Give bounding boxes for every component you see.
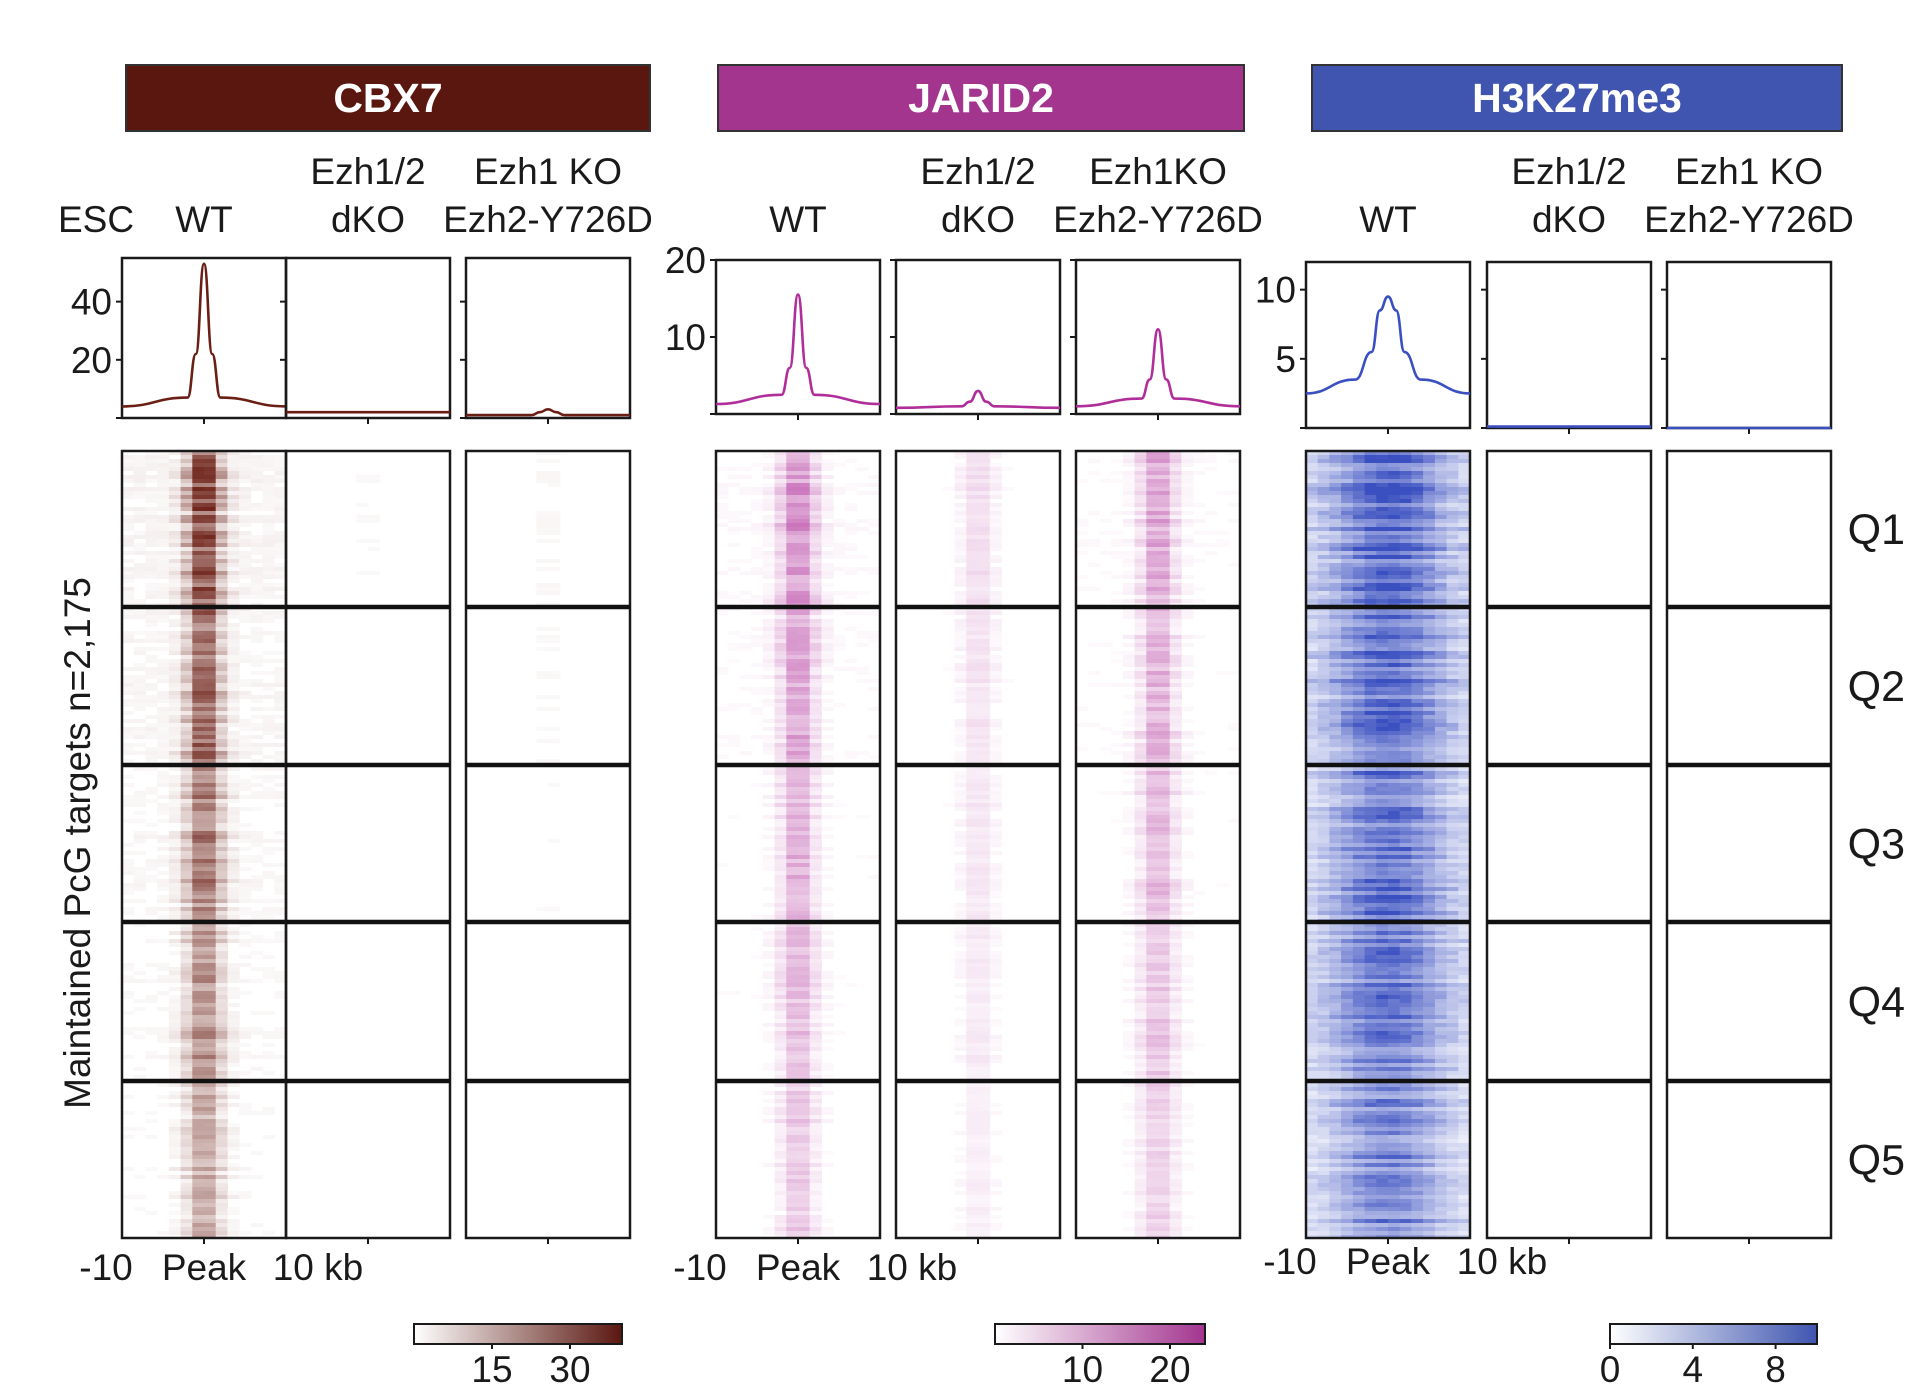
x-axis-center-label: Peak [756, 1247, 841, 1288]
y-axis-title: Maintained PcG targets n=2,175 [57, 577, 98, 1109]
colorbar-tick-label: 10 [1062, 1349, 1103, 1385]
heatmap-panel [284, 449, 452, 1244]
profile-frame [284, 256, 452, 420]
colorbar [994, 1323, 1206, 1345]
y-tick-label: 20 [665, 240, 706, 281]
profile-frame [1665, 260, 1833, 430]
column-label-bottom: dKO [941, 199, 1015, 240]
colorbar [1609, 1323, 1818, 1345]
y-tick-label: 10 [1255, 270, 1296, 311]
quartile-label-q1: Q1 [1848, 506, 1905, 554]
x-axis-left-label: -10 [1263, 1241, 1316, 1282]
x-axis-center-label: Peak [162, 1247, 247, 1288]
group-header [717, 64, 1245, 132]
heatmap-frame [1665, 449, 1833, 1240]
esc-label: ESC [58, 199, 134, 240]
profile-line-0 [715, 293, 881, 406]
profile-frame [464, 256, 632, 420]
group-title: H3K27me3 [1472, 75, 1682, 121]
column-label-bottom: Ezh2-Y726D [1644, 199, 1854, 240]
column-label-bottom: dKO [331, 199, 405, 240]
group-cbx7: CBX7 WT Ezh1/2 dKO Ezh1 KO Ezh2-Y726D 40 20 -10 P… [71, 64, 653, 1385]
group-jarid2: JARID2 WT Ezh1/2 dKO Ezh1KO Ezh2-Y726D 20 10 -10… [665, 64, 1263, 1385]
x-axis-left-label: -10 [673, 1247, 726, 1288]
colorbar-tick-label: 8 [1765, 1349, 1786, 1385]
column-label-top: Ezh1/2 [310, 151, 425, 192]
profile-line-0 [121, 262, 287, 408]
y-tick-label: 5 [1275, 339, 1296, 380]
heatmap-frame [284, 449, 452, 1240]
group-header [1311, 64, 1843, 132]
heatmap-panel [120, 449, 288, 1244]
profile-frame [120, 256, 288, 420]
heatmap-frame [1485, 449, 1653, 1240]
quartile-label-q2: Q2 [1848, 663, 1905, 711]
column-label-top: Ezh1 KO [1675, 151, 1823, 192]
y-tick-label: 10 [665, 317, 706, 358]
colorbar [413, 1323, 623, 1345]
profile-line-1 [895, 389, 1061, 410]
profile-line-2 [1075, 327, 1241, 408]
colorbar-tick-label: 20 [1149, 1349, 1190, 1385]
x-axis-left-label: -10 [79, 1247, 132, 1288]
heatmap-panel [714, 449, 882, 1244]
column-label-top: Ezh1/2 [1511, 151, 1626, 192]
column-label-bottom: WT [1359, 199, 1417, 240]
profile-frame [1485, 260, 1653, 430]
column-label-bottom: dKO [1532, 199, 1606, 240]
quartile-label-q4: Q4 [1848, 979, 1905, 1027]
colorbar-tick-label: 15 [471, 1349, 512, 1385]
heatmap-panel [1665, 449, 1833, 1244]
y-tick-label: 20 [71, 340, 112, 381]
heatmap-panel [464, 449, 632, 1244]
profile-frame [714, 258, 882, 416]
group-h3k27me3: H3K27me3 WT Ezh1/2 dKO Ezh1 KO Ezh2-Y726D 10 5 -… [1255, 64, 1854, 1385]
quartile-label-q3: Q3 [1848, 821, 1905, 869]
column-label-bottom: WT [769, 199, 827, 240]
heatmap-panel [894, 449, 1062, 1244]
profile-frame [1074, 258, 1242, 416]
column-label-bottom: Ezh2-Y726D [1053, 199, 1263, 240]
x-axis-center-label: Peak [1346, 1241, 1431, 1282]
column-label-top: Ezh1 KO [474, 151, 622, 192]
colorbar-tick-label: 0 [1600, 1349, 1621, 1385]
heatmap-panel [1485, 449, 1653, 1244]
column-label-top: Ezh1KO [1089, 151, 1227, 192]
x-axis-right-label: 10 kb [867, 1247, 958, 1288]
x-axis-right-label: 10 kb [273, 1247, 364, 1288]
quartile-label-q5: Q5 [1848, 1137, 1905, 1185]
y-tick-label: 40 [71, 282, 112, 323]
group-title: JARID2 [908, 75, 1054, 121]
profile-line-0 [1305, 295, 1471, 395]
colorbar-tick-label: 30 [549, 1349, 590, 1385]
heatmap-panel [1074, 449, 1242, 1244]
profile-frame [1304, 260, 1472, 430]
colorbar-tick-label: 4 [1683, 1349, 1704, 1385]
group-header [125, 64, 651, 132]
column-label-top: Ezh1/2 [920, 151, 1035, 192]
group-title: CBX7 [333, 75, 442, 121]
heatmap-panel [1304, 449, 1472, 1244]
profile-line-2 [465, 407, 630, 417]
column-label-bottom: WT [175, 199, 233, 240]
column-label-bottom: Ezh2-Y726D [443, 199, 653, 240]
x-axis-right-label: 10 kb [1457, 1241, 1548, 1282]
